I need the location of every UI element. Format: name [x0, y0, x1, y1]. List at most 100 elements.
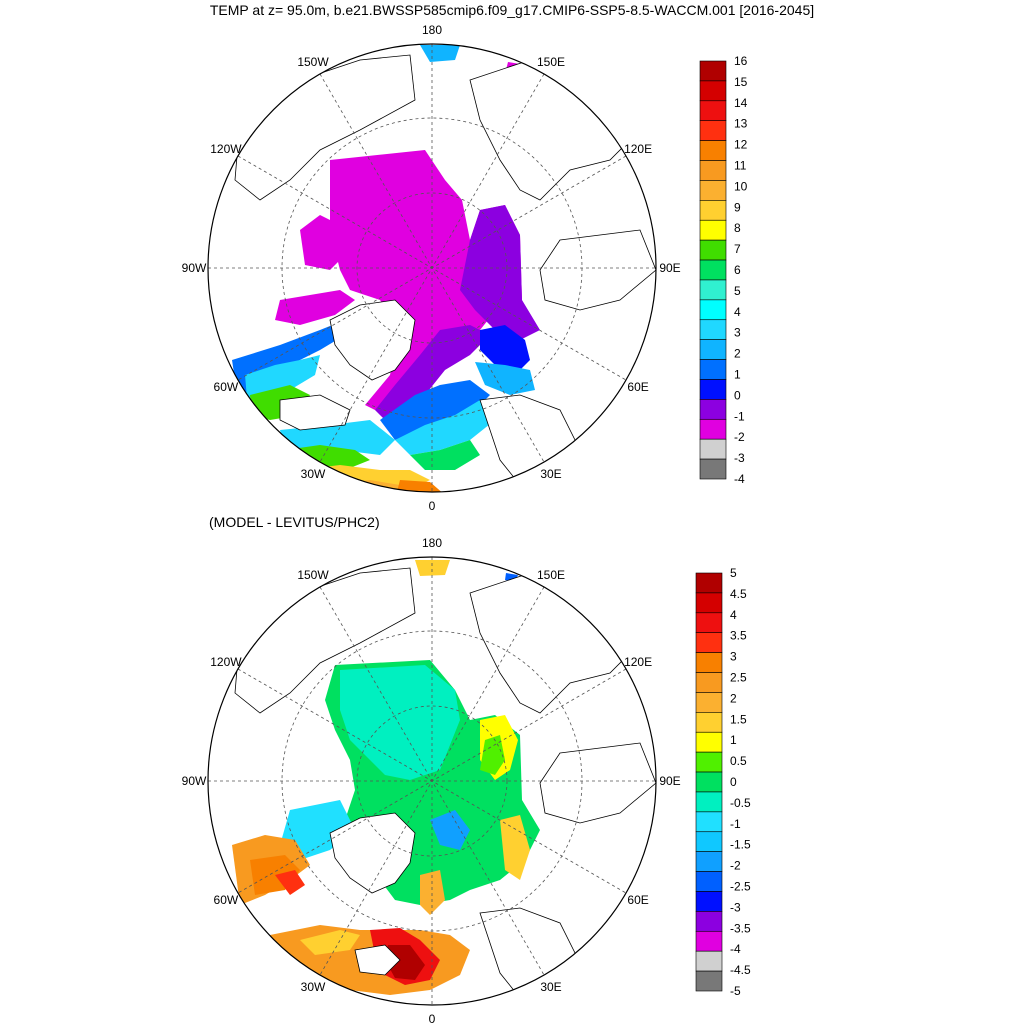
figure-title: TEMP at z= 95.0m, b.e21.BWSSP585cmip6.f0…: [209, 2, 815, 18]
colorbar-label: 0: [734, 388, 741, 402]
colorbar-label: 2: [734, 347, 741, 361]
colorbar-label: -2: [730, 859, 741, 873]
lon-label-30E: 30E: [540, 980, 561, 994]
colorbar-label: -0.5: [730, 796, 751, 810]
colorbar-label: 9: [734, 200, 741, 214]
colorbar-swatch: [695, 612, 723, 634]
map-boundary: [207, 556, 657, 1006]
lon-label-120E: 120E: [624, 655, 652, 669]
colorbar-label: 3: [730, 650, 737, 664]
colorbar-swatch: [699, 239, 727, 261]
colorbar-label: -2.5: [730, 880, 751, 894]
colorbar-label: 4: [730, 608, 737, 622]
colorbar-label: -3: [734, 451, 745, 465]
colorbar-swatch: [699, 200, 727, 221]
lon-label-0: 0: [429, 1012, 436, 1024]
colorbar-swatch: [699, 438, 727, 460]
colorbar-label: 6: [734, 263, 741, 277]
colorbar-label: 1: [730, 733, 737, 747]
colorbar-swatch: [695, 851, 723, 872]
colorbar-swatch: [699, 418, 727, 440]
lon-label-90W: 90W: [182, 774, 207, 788]
lon-label-60W: 60W: [214, 893, 239, 907]
colorbar-label: 2: [730, 691, 737, 705]
lon-label-150W: 150W: [297, 568, 329, 582]
colorbar-swatch: [699, 359, 727, 380]
colorbar-swatch: [695, 592, 723, 614]
lon-label-60E: 60E: [627, 380, 648, 394]
longitude-labels: 180 150E 120E 90E 60E 30E 0 30W 60W 90W 120W 150W: [182, 23, 681, 513]
colorbar-label: 12: [734, 138, 748, 152]
colorbar-swatch: [695, 891, 723, 912]
colorbar-swatch: [699, 160, 727, 181]
colorbar-swatch: [695, 731, 723, 753]
colorbar-label: 1: [734, 368, 741, 382]
colorbar-swatch: [699, 259, 727, 281]
lon-label-150E: 150E: [537, 55, 565, 69]
colorbar-swatch: [699, 180, 727, 201]
colorbar-swatch: [699, 60, 727, 82]
lon-label-120E: 120E: [624, 142, 652, 156]
colorbar-swatch: [695, 791, 723, 813]
colorbar-label: -3: [730, 900, 741, 914]
colorbar-swatch: [699, 458, 727, 480]
temperature-field: [232, 45, 656, 492]
colorbar-swatch: [695, 712, 723, 733]
lon-label-90E: 90E: [659, 261, 680, 275]
lon-label-120W: 120W: [210, 142, 242, 156]
lon-label-180: 180: [422, 23, 442, 37]
colorbar-label: 13: [734, 117, 748, 131]
graticule: [208, 557, 656, 1005]
colorbar-label: 3.5: [730, 629, 747, 643]
colorbar-label: 4: [734, 305, 741, 319]
colorbar-swatch: [695, 970, 723, 992]
colorbar-label: 5: [730, 566, 737, 580]
colorbar-label: 10: [734, 179, 748, 193]
colorbar-swatch: [699, 120, 727, 141]
lon-label-120W: 120W: [210, 655, 242, 669]
longitude-labels: 180 150E 120E 90E 60E 30E 0 30W 60W 90W 120W 150W: [182, 536, 681, 1024]
difference-subtitle: (MODEL - LEVITUS/PHC2): [209, 514, 380, 530]
lon-label-60W: 60W: [214, 380, 239, 394]
difference-field: [232, 560, 656, 999]
colorbar-label: 4.5: [730, 587, 747, 601]
colorbar-swatch: [695, 632, 723, 653]
colorbar-label: 0.5: [730, 754, 747, 768]
colorbar-label: -3.5: [730, 921, 751, 935]
difference-colorbar: 5 4.5 4 3.5 3 2.5 2 1.5 1 0.5 0 -0.5 -1 -1.5 -2 -2.5 -3 -…: [695, 566, 751, 998]
colorbar-swatch: [699, 319, 727, 340]
map-boundary: [207, 43, 657, 493]
lon-label-150E: 150E: [537, 568, 565, 582]
colorbar-swatch: [699, 339, 727, 360]
colorbar-label: 15: [734, 75, 748, 89]
colorbar-swatch: [695, 692, 723, 713]
colorbar-swatch: [695, 950, 723, 972]
colorbar-swatch: [695, 811, 723, 833]
colorbar-swatch: [699, 399, 727, 420]
colorbar-swatch: [699, 100, 727, 122]
colorbar-swatch: [695, 771, 723, 793]
colorbar-swatch: [695, 672, 723, 693]
colorbar-label: -1.5: [730, 838, 751, 852]
colorbar-swatch: [695, 652, 723, 673]
colorbar-label: 5: [734, 284, 741, 298]
graticule: [208, 44, 656, 492]
colorbar-label: -5: [730, 984, 741, 998]
colorbar-label: -4.5: [730, 963, 751, 977]
difference-map: 180 150E 120E 90E 60E 30E 0 30W 60W 90W 120W 150W 5…: [182, 536, 751, 1024]
lon-label-90E: 90E: [659, 774, 680, 788]
colorbar-swatch: [695, 572, 723, 594]
colorbar-label: -1: [730, 817, 741, 831]
colorbar-swatch: [699, 140, 727, 161]
colorbar-swatch: [695, 911, 723, 932]
colorbar-swatch: [695, 831, 723, 852]
colorbar-swatch: [699, 379, 727, 400]
lon-label-60E: 60E: [627, 893, 648, 907]
colorbar-label: 11: [734, 159, 747, 173]
colorbar-label: -4: [734, 472, 745, 486]
colorbar-label: -4: [730, 942, 741, 956]
lon-label-30W: 30W: [301, 467, 326, 481]
colorbar-label: 3: [734, 326, 741, 340]
